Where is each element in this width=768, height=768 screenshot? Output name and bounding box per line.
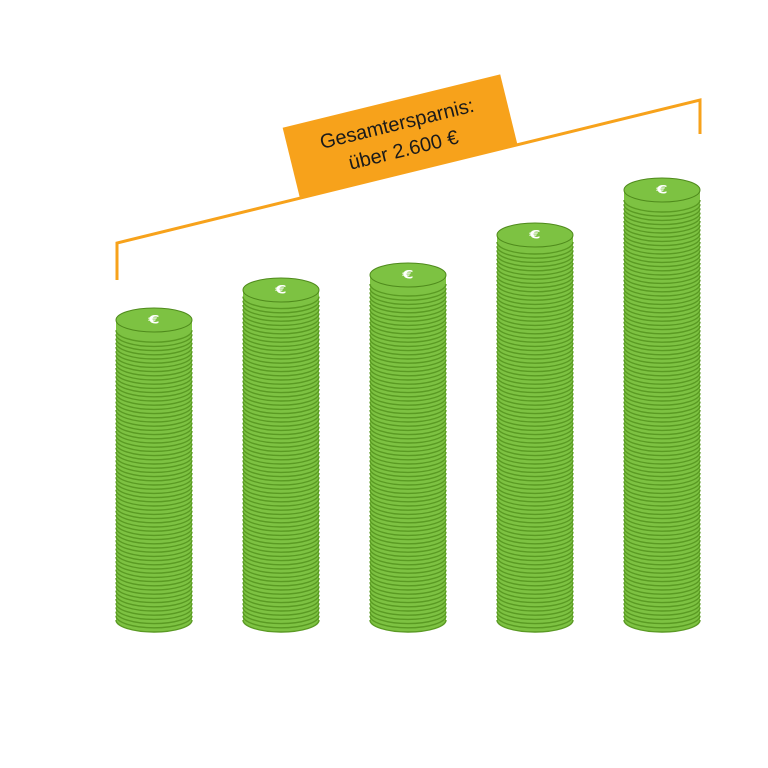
euro-sign-icon: € xyxy=(274,284,286,297)
coin-stack-top xyxy=(115,307,193,333)
coin-stacks-group: € € € € € xyxy=(115,177,701,633)
coin-edges xyxy=(623,199,701,633)
total-savings-label-background xyxy=(282,74,518,198)
euro-sign-icon: € xyxy=(147,314,159,327)
total-savings-label: Gesamtersparnis: über 2.600 € xyxy=(282,74,518,198)
coin-stack-2: € xyxy=(242,277,320,633)
coin-stack-top xyxy=(242,277,320,303)
coin-stack-3: € xyxy=(369,262,447,633)
coin-stack-1: € xyxy=(115,307,193,633)
total-savings-bracket xyxy=(115,98,702,280)
euro-sign-icon: € xyxy=(528,229,540,242)
euro-sign-icon: € xyxy=(401,269,413,282)
coin-stack-top xyxy=(369,262,447,288)
coin-edges xyxy=(369,283,447,633)
euro-sign-icon: € xyxy=(655,184,667,197)
coin-stack-top xyxy=(496,222,574,248)
coin-stack-top xyxy=(623,177,701,203)
coin-stack-4: € xyxy=(496,222,574,633)
coin-edges xyxy=(496,241,574,633)
coin-stack-5: € xyxy=(623,177,701,633)
coin-edges xyxy=(242,296,320,633)
coin-edges xyxy=(115,330,193,633)
coin-stack-body xyxy=(116,320,192,620)
